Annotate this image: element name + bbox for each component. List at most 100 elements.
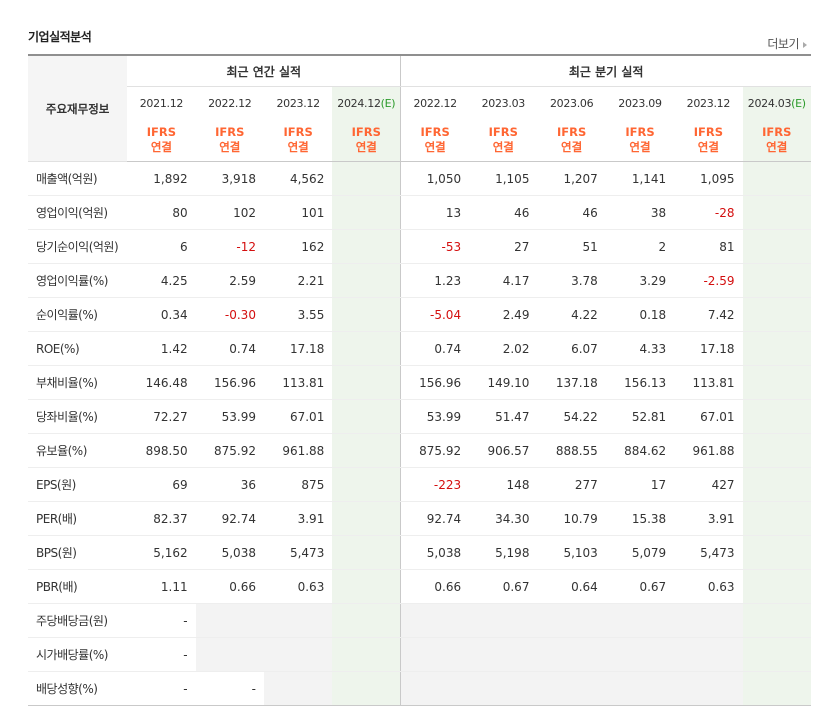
value-cell: 54.22 (537, 399, 606, 434)
value-cell: 51 (537, 229, 606, 264)
value-cell: 0.66 (195, 569, 264, 604)
value-cell (332, 569, 402, 604)
value-cell (742, 195, 811, 230)
value-cell: 5,473 (263, 535, 333, 570)
period-header-annual-1: 2022.12 (196, 87, 264, 120)
value-cell: 427 (674, 467, 743, 502)
value-cell (469, 637, 538, 672)
value-cell (742, 501, 811, 536)
consolidated-label: 연결 (424, 140, 446, 154)
ifrs-badge: IFRS 연결 (263, 119, 333, 162)
section-title: 기업실적분석 (28, 30, 92, 44)
value-cell: 0.67 (469, 569, 538, 604)
table-row: 매출액(억원) 1,892 3,918 4,562 1,050 1,105 1,207 1,1… (28, 161, 811, 196)
ifrs-badge: IFRS 연결 (400, 119, 470, 162)
value-cell: - (195, 671, 264, 706)
value-cell: 5,079 (605, 535, 675, 570)
period-label: 2024.12 (337, 96, 381, 110)
value-cell: -5.04 (400, 297, 470, 332)
value-cell (469, 671, 538, 706)
value-cell: 1.23 (400, 263, 470, 298)
value-cell: 52.81 (605, 399, 675, 434)
period-header-annual-2: 2023.12 (264, 87, 332, 120)
group-annual-header: 최근 연간 실적 (127, 54, 402, 87)
ifrs-label: IFRS (488, 125, 518, 139)
value-cell: 1.42 (127, 331, 196, 366)
value-cell: 67.01 (674, 399, 743, 434)
consolidated-label: 연결 (766, 140, 788, 154)
value-cell: 0.64 (537, 569, 606, 604)
value-cell: 146.48 (127, 365, 196, 400)
value-cell: -0.30 (195, 297, 264, 332)
value-cell: 0.18 (605, 297, 675, 332)
value-cell: 875.92 (400, 433, 470, 468)
consolidated-label: 연결 (561, 140, 583, 154)
value-cell (332, 535, 402, 570)
row-label: 배당성향(%) (28, 671, 128, 706)
ifrs-label: IFRS (693, 125, 723, 139)
value-cell (742, 331, 811, 366)
value-cell: 5,198 (469, 535, 538, 570)
value-cell: 102 (195, 195, 264, 230)
value-cell: 875.92 (195, 433, 264, 468)
value-cell: 961.88 (263, 433, 333, 468)
row-label: 매출액(억원) (28, 161, 128, 196)
more-link[interactable]: 더보기 (767, 35, 807, 52)
value-cell (332, 297, 402, 332)
value-cell: - (127, 671, 196, 706)
value-cell (263, 671, 333, 706)
ifrs-label: IFRS (146, 125, 177, 139)
period-header-quarter-5: 2024.03(E) (742, 86, 811, 119)
row-label: 유보율(%) (28, 433, 128, 468)
value-cell: 2.49 (469, 297, 538, 332)
value-cell: -53 (400, 229, 470, 264)
value-cell: 1,105 (469, 161, 538, 196)
consolidated-label: 연결 (697, 140, 719, 154)
row-label: 당기순이익(억원) (28, 229, 128, 264)
value-cell: 36 (195, 467, 264, 502)
period-header-quarter-2: 2023.06 (537, 87, 605, 120)
value-cell: 5,038 (400, 535, 470, 570)
value-cell (400, 637, 470, 672)
value-cell (195, 637, 264, 672)
value-cell: 4,562 (263, 161, 333, 196)
value-cell: 15.38 (605, 501, 675, 536)
consolidated-label: 연결 (629, 140, 651, 154)
value-cell: 46 (537, 195, 606, 230)
row-label: 순이익률(%) (28, 297, 128, 332)
table-row: EPS(원) 69 36 875 -223 148 277 17 427 (28, 467, 811, 502)
ifrs-badge: IFRS 연결 (605, 119, 675, 162)
value-cell (742, 161, 811, 196)
consolidated-label: 연결 (150, 140, 173, 154)
period-header-quarter-4: 2023.12 (674, 87, 742, 120)
value-cell: - (127, 603, 196, 638)
value-cell: 82.37 (127, 501, 196, 536)
value-cell: 0.74 (400, 331, 470, 366)
value-cell: - (127, 637, 196, 672)
value-cell: 3.78 (537, 263, 606, 298)
value-cell: -2.59 (674, 263, 743, 298)
table-row: 당기순이익(억원) 6 -12 162 -53 27 51 2 81 (28, 229, 811, 264)
value-cell: 10.79 (537, 501, 606, 536)
table-row: 순이익률(%) 0.34 -0.30 3.55 -5.04 2.49 4.22 0.18 7.4… (28, 297, 811, 332)
period-header-quarter-0: 2022.12 (401, 87, 469, 120)
table-row: 부채비율(%) 146.48 156.96 113.81 156.96 149.10 137… (28, 365, 811, 400)
value-cell: 2.21 (263, 263, 333, 298)
ifrs-badge: IFRS 연결 (537, 119, 606, 162)
row-label: 영업이익(억원) (28, 195, 128, 230)
consolidated-label: 연결 (219, 140, 241, 154)
row-label: 영업이익률(%) (28, 263, 128, 298)
value-cell: 137.18 (537, 365, 606, 400)
value-cell: 156.96 (400, 365, 470, 400)
value-cell (469, 603, 538, 638)
value-cell (674, 603, 743, 638)
period-label: 2023.12 (686, 96, 731, 110)
value-cell: 277 (537, 467, 606, 502)
value-cell: 0.63 (674, 569, 743, 604)
value-cell (332, 637, 402, 672)
value-cell: 0.34 (127, 297, 196, 332)
row-label: 당좌비율(%) (28, 399, 128, 434)
more-label[interactable]: 더보기 (767, 37, 799, 51)
value-cell: 6.07 (537, 331, 606, 366)
value-cell: -223 (400, 467, 470, 502)
